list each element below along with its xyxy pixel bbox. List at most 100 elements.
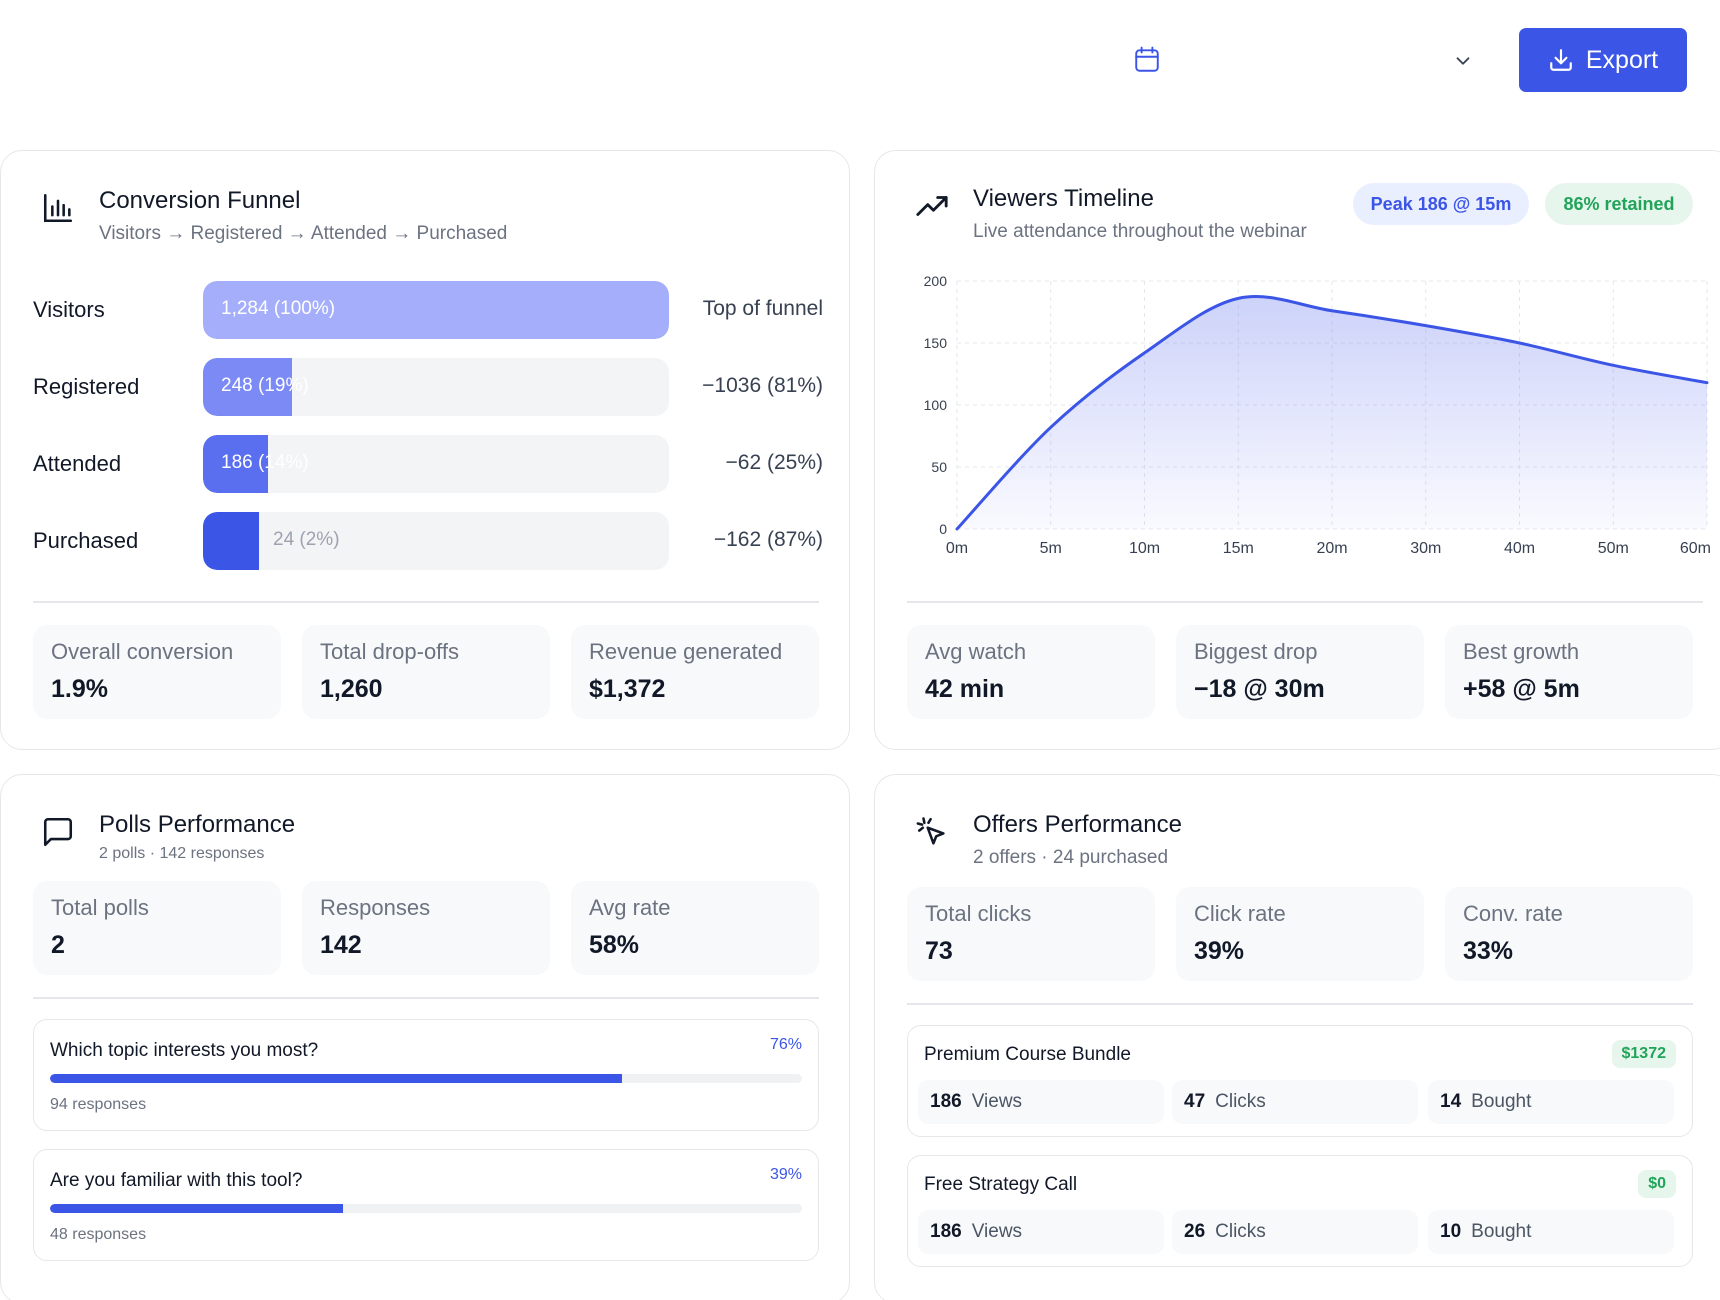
offer-name: Premium Course Bundle — [924, 1044, 1131, 1065]
viewers-area — [957, 296, 1707, 529]
stat-value: 42 min — [925, 675, 1005, 703]
offer-clicks-label: Clicks — [1215, 1091, 1266, 1112]
stat-label: Total polls — [51, 895, 149, 920]
offer-name: Free Strategy Call — [924, 1174, 1078, 1195]
chevron-down-icon[interactable] — [1452, 50, 1474, 72]
stat-label: Responses — [320, 895, 431, 920]
date-range-picker[interactable] — [1120, 36, 1480, 84]
stat-conv-rate: Conv. rate 33% — [1445, 887, 1693, 981]
offer-bought: 14 Bought — [1428, 1080, 1674, 1124]
stat-label: Total clicks — [925, 901, 1032, 926]
offer-views-count: 186 — [930, 1221, 962, 1242]
funnel-row-note: −62 (25%) — [725, 451, 823, 474]
offer-bought-label: Bought — [1471, 1221, 1532, 1242]
poll-responses: 94 responses — [50, 1096, 147, 1113]
viewers-timeline-chart: 0 50 100 150 200 0m 5m 10m 15m 20m 30m 40m 50m 60m — [924, 273, 1711, 557]
poll-progress-fill — [50, 1074, 622, 1083]
offer-bought-label: Bought — [1471, 1091, 1532, 1112]
viewers-line — [955, 295, 1709, 531]
stat-label: Best growth — [1463, 639, 1580, 664]
funnel-title: Conversion Funnel — [99, 187, 301, 214]
funnel-bar-track: 186 (14%) — [203, 435, 669, 493]
timeline-title: Viewers Timeline — [973, 185, 1154, 212]
export-button[interactable]: Export — [1519, 28, 1687, 92]
poll-question: Which topic interests you most? — [50, 1040, 319, 1061]
x-tick-label: 40m — [1504, 540, 1535, 557]
chart-x-ticks: 0m 5m 10m 15m 20m 30m 40m 50m 60m — [946, 540, 1711, 557]
poll-progress-track — [50, 1074, 802, 1083]
funnel-bar-fill — [203, 435, 269, 493]
offers-header: Offers Performance 2 offers · 24 purchas… — [915, 811, 1182, 869]
funnel-bar-track: 248 (19%) — [203, 358, 669, 416]
stat-biggest-drop: Biggest drop −18 @ 30m — [1176, 625, 1424, 719]
y-tick-label: 0 — [939, 521, 947, 537]
stat-label: Conv. rate — [1463, 901, 1563, 926]
stat-value: 1,260 — [320, 675, 383, 703]
polls-header: Polls Performance 2 polls · 142 response… — [41, 811, 295, 863]
offers-divider — [907, 1003, 1693, 1005]
funnel-subtitle: Visitors → Registered → Attended → Purch… — [99, 223, 508, 244]
x-tick-label: 10m — [1129, 540, 1160, 557]
offer-item[interactable]: Premium Course Bundle $1372 186 Views 47… — [907, 1025, 1693, 1137]
y-tick-label: 200 — [924, 273, 948, 289]
funnel-bar-fill — [203, 281, 669, 339]
polls-divider — [33, 997, 819, 999]
stat-value: −18 @ 30m — [1194, 675, 1325, 703]
timeline-header: Viewers Timeline Live attendance through… — [915, 185, 1307, 243]
funnel-row-label: Purchased — [33, 528, 139, 553]
funnel-divider — [33, 601, 819, 603]
offer-views-label: Views — [971, 1091, 1023, 1112]
offer-views-count: 186 — [930, 1091, 962, 1112]
stat-value: 39% — [1194, 937, 1245, 965]
funnel-bar-track: 24 (2%) — [203, 512, 669, 570]
offer-price-badge: $1372 — [1611, 1040, 1676, 1068]
offer-item[interactable]: Free Strategy Call $0 186 Views 26 Click… — [907, 1155, 1693, 1267]
trending-up-icon — [916, 196, 948, 216]
poll-responses: 48 responses — [50, 1226, 147, 1243]
poll-item[interactable]: Which topic interests you most? 76% 94 r… — [33, 1019, 819, 1131]
polls-title: Polls Performance — [99, 811, 296, 838]
top-bar: Export — [0, 0, 1720, 130]
stat-label: Click rate — [1194, 901, 1286, 926]
stat-value: 73 — [925, 937, 953, 965]
offer-bought-count: 10 — [1440, 1221, 1462, 1242]
funnel-row-label: Attended — [33, 451, 122, 476]
offers-subtitle: 2 offers · 24 purchased — [973, 847, 1169, 868]
funnel-row-purchased: Purchased 24 (2%) −162 (87%) — [33, 512, 823, 570]
download-icon — [1550, 49, 1572, 71]
stat-label: Total drop-offs — [320, 639, 460, 664]
x-tick-label: 50m — [1598, 540, 1629, 557]
offer-clicks-count: 26 — [1184, 1221, 1206, 1242]
poll-item[interactable]: Are you familiar with this tool? 39% 48 … — [33, 1149, 819, 1261]
offers-title: Offers Performance — [973, 811, 1182, 838]
funnel-row-label: Registered — [33, 374, 140, 399]
stat-avg-rate: Avg rate 58% — [571, 881, 819, 975]
funnel-bar-value: 1,284 (100%) — [221, 298, 336, 319]
stat-value: 2 — [51, 931, 65, 959]
y-tick-label: 150 — [924, 335, 948, 351]
cursor-click-icon — [916, 817, 945, 845]
offer-views-label: Views — [971, 1221, 1023, 1242]
stat-label: Biggest drop — [1194, 639, 1318, 664]
stat-total-drop-offs: Total drop-offs 1,260 — [302, 625, 550, 719]
funnel-bar-value: 186 (14%) — [221, 452, 309, 473]
funnel-row-registered: Registered 248 (19%) −1036 (81%) — [33, 358, 823, 416]
offer-clicks-label: Clicks — [1215, 1221, 1266, 1242]
stat-click-rate: Click rate 39% — [1176, 887, 1424, 981]
x-tick-label: 30m — [1410, 540, 1441, 557]
funnel-header: Conversion Funnel Visitors → Registered … — [41, 187, 507, 245]
offers-performance-card: Offers Performance 2 offers · 24 purchas… — [874, 774, 1720, 1300]
timeline-divider — [907, 601, 1703, 603]
bar-chart-icon — [43, 193, 73, 223]
stat-overall-conversion: Overall conversion 1.9% — [33, 625, 281, 719]
funnel-row-note: Top of funnel — [702, 297, 823, 320]
offer-views: 186 Views — [918, 1080, 1164, 1124]
poll-percent: 76% — [769, 1036, 802, 1053]
stat-label: Avg rate — [589, 895, 671, 920]
y-tick-label: 100 — [924, 397, 948, 413]
stat-total-polls: Total polls 2 — [33, 881, 281, 975]
funnel-bar-value: 248 (19%) — [221, 375, 309, 396]
poll-progress-fill — [50, 1204, 344, 1213]
stat-label: Revenue generated — [589, 639, 783, 664]
funnel-row-note: −1036 (81%) — [702, 374, 823, 397]
